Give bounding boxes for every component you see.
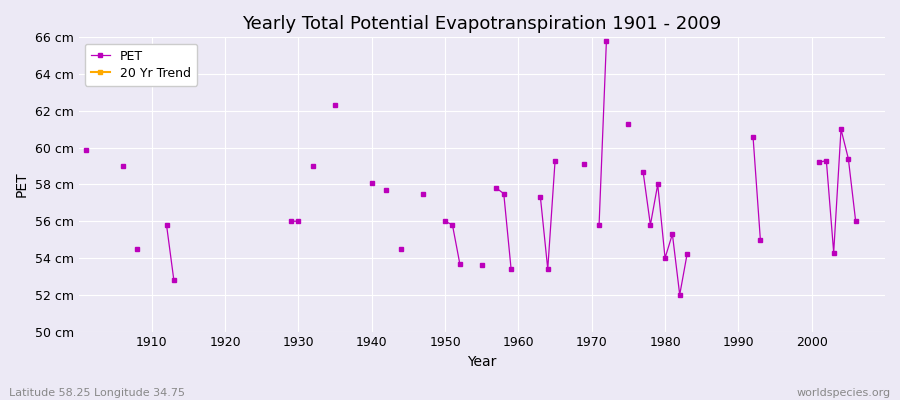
- Line: PET: PET: [84, 39, 858, 296]
- X-axis label: Year: Year: [467, 355, 497, 369]
- PET: [80, 147, 91, 152]
- Text: Latitude 58.25 Longitude 34.75: Latitude 58.25 Longitude 34.75: [9, 388, 185, 398]
- Y-axis label: PET: PET: [15, 172, 29, 197]
- Text: worldspecies.org: worldspecies.org: [796, 388, 891, 398]
- PET: [308, 164, 319, 168]
- Title: Yearly Total Potential Evapotranspiration 1901 - 2009: Yearly Total Potential Evapotranspiratio…: [242, 15, 722, 33]
- Legend: PET, 20 Yr Trend: PET, 20 Yr Trend: [85, 44, 197, 86]
